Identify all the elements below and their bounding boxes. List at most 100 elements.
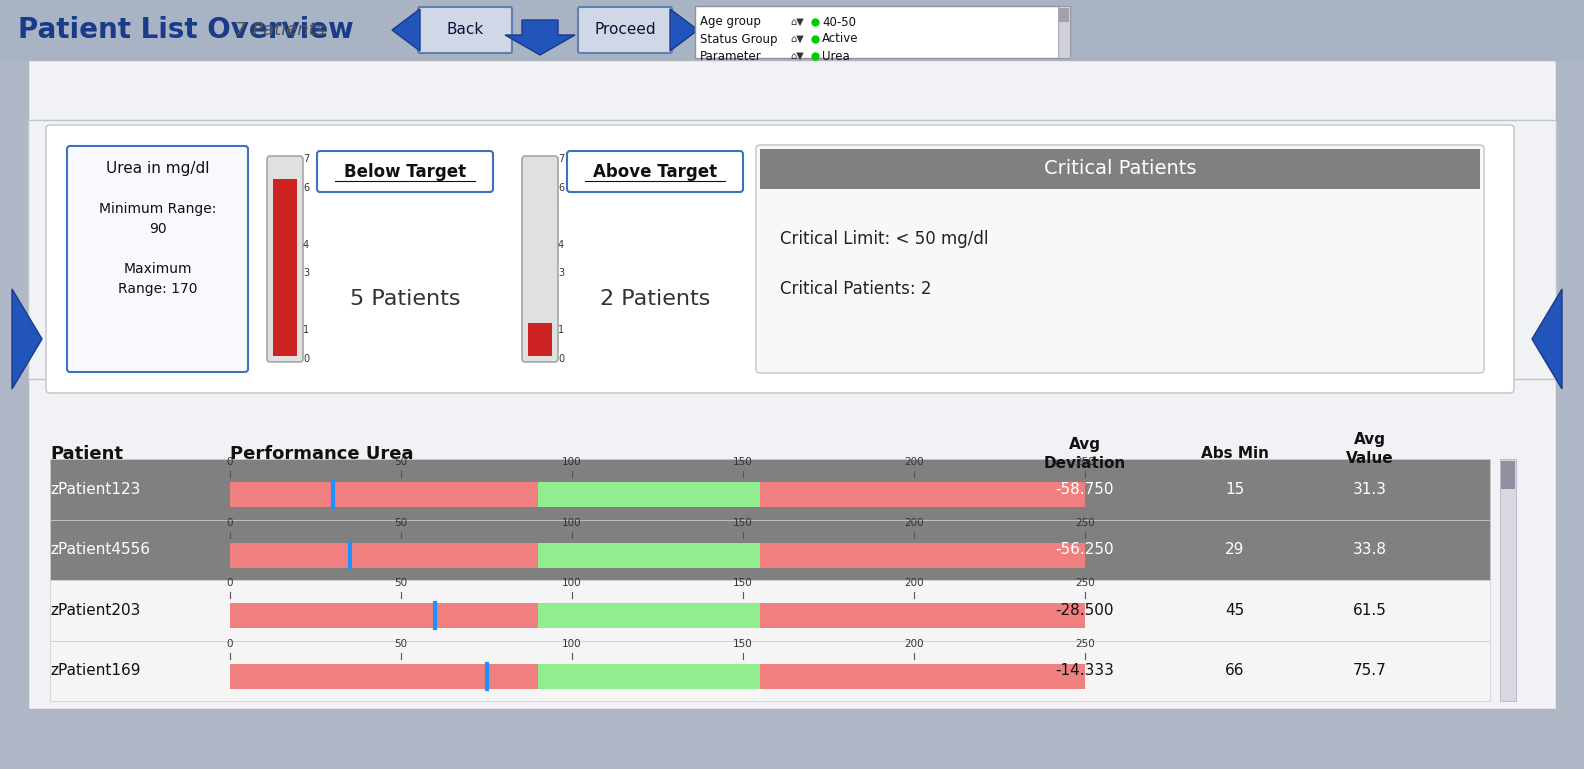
- Text: 50: 50: [394, 518, 407, 528]
- Text: 4: 4: [303, 240, 309, 250]
- Text: -56.250: -56.250: [1055, 542, 1114, 558]
- Bar: [1058, 6, 1071, 58]
- Text: Above Target: Above Target: [592, 163, 718, 181]
- Text: 7: 7: [303, 154, 309, 164]
- Text: 0: 0: [227, 639, 233, 649]
- Text: 0: 0: [227, 518, 233, 528]
- Bar: [1500, 459, 1516, 701]
- Polygon shape: [505, 20, 575, 55]
- Text: 250: 250: [1076, 458, 1095, 468]
- Text: 75.7: 75.7: [1353, 663, 1388, 678]
- FancyBboxPatch shape: [67, 146, 249, 372]
- Bar: [0, 0, 1584, 60]
- Text: 6: 6: [303, 182, 309, 192]
- Text: 250: 250: [1076, 639, 1095, 649]
- Bar: [51, 641, 1491, 701]
- Text: 100: 100: [562, 578, 581, 588]
- Text: 50: 50: [394, 578, 407, 588]
- Polygon shape: [13, 289, 43, 389]
- Text: 3: 3: [558, 268, 564, 278]
- FancyBboxPatch shape: [317, 151, 493, 192]
- Text: 150: 150: [733, 458, 752, 468]
- Text: 50: 50: [394, 639, 407, 649]
- Bar: [760, 149, 1479, 189]
- Text: 0: 0: [558, 354, 564, 364]
- Text: Below Target: Below Target: [344, 163, 466, 181]
- Bar: [539, 482, 760, 508]
- Text: 7 Patients: 7 Patients: [234, 21, 325, 39]
- Text: Abs Min: Abs Min: [1201, 447, 1269, 461]
- Text: -28.500: -28.500: [1057, 603, 1114, 618]
- Bar: [539, 603, 760, 628]
- Text: 50: 50: [394, 458, 407, 468]
- FancyBboxPatch shape: [756, 145, 1484, 373]
- Text: Maximum
Range: 170: Maximum Range: 170: [117, 262, 198, 296]
- Text: 250: 250: [1076, 518, 1095, 528]
- Text: Performance Urea: Performance Urea: [230, 445, 413, 463]
- Bar: [29, 60, 1555, 709]
- Text: 31.3: 31.3: [1353, 481, 1388, 497]
- Text: 100: 100: [562, 639, 581, 649]
- Text: 4: 4: [558, 240, 564, 250]
- FancyBboxPatch shape: [268, 156, 303, 362]
- Text: 1: 1: [558, 325, 564, 335]
- Text: 250: 250: [1076, 578, 1095, 588]
- Text: 100: 100: [562, 458, 581, 468]
- Text: Avg
Deviation: Avg Deviation: [1044, 438, 1126, 471]
- Bar: [51, 459, 1491, 520]
- Bar: [29, 120, 1555, 379]
- Bar: [230, 482, 1085, 508]
- Polygon shape: [670, 9, 699, 51]
- FancyBboxPatch shape: [578, 7, 672, 53]
- Text: Minimum Range:
90: Minimum Range: 90: [98, 202, 215, 236]
- Text: Age group: Age group: [700, 15, 760, 28]
- Text: Critical Patients: 2: Critical Patients: 2: [779, 280, 931, 298]
- Text: 200: 200: [904, 518, 923, 528]
- Text: Urea: Urea: [822, 49, 849, 62]
- Text: 100: 100: [562, 518, 581, 528]
- FancyBboxPatch shape: [695, 6, 1071, 58]
- Text: Patient: Patient: [51, 445, 124, 463]
- Bar: [230, 603, 1085, 628]
- Text: 61.5: 61.5: [1353, 603, 1388, 618]
- Text: Avg
Value: Avg Value: [1346, 432, 1394, 466]
- Bar: [51, 520, 1491, 580]
- Text: ⌂▼: ⌂▼: [790, 51, 803, 61]
- Text: Patient List Overview: Patient List Overview: [17, 16, 353, 44]
- Text: 150: 150: [733, 518, 752, 528]
- Text: 200: 200: [904, 578, 923, 588]
- Text: 200: 200: [904, 639, 923, 649]
- Text: 0: 0: [227, 578, 233, 588]
- Text: ⌂▼: ⌂▼: [790, 17, 803, 27]
- Text: -58.750: -58.750: [1057, 481, 1114, 497]
- Text: 150: 150: [733, 578, 752, 588]
- Polygon shape: [1532, 289, 1562, 389]
- Text: 0: 0: [303, 354, 309, 364]
- Text: zPatient123: zPatient123: [51, 481, 141, 497]
- Text: Active: Active: [822, 32, 859, 45]
- Text: 33.8: 33.8: [1353, 542, 1388, 558]
- Text: 150: 150: [733, 639, 752, 649]
- Text: 45: 45: [1226, 603, 1245, 618]
- Text: Urea in mg/dl: Urea in mg/dl: [106, 161, 209, 177]
- Text: 40-50: 40-50: [822, 15, 855, 28]
- FancyBboxPatch shape: [46, 125, 1514, 393]
- Text: 15: 15: [1226, 481, 1245, 497]
- Text: Back: Back: [447, 22, 483, 38]
- Bar: [1502, 461, 1514, 489]
- Bar: [539, 543, 760, 568]
- Text: 200: 200: [904, 458, 923, 468]
- Text: 5 Patients: 5 Patients: [350, 289, 461, 309]
- Bar: [230, 664, 1085, 689]
- Text: 3: 3: [303, 268, 309, 278]
- Text: 7: 7: [558, 154, 564, 164]
- Bar: [527, 323, 551, 356]
- Text: Parameter: Parameter: [700, 49, 762, 62]
- Bar: [272, 179, 298, 356]
- Text: -14.333: -14.333: [1055, 663, 1115, 678]
- Text: Critical Patients: Critical Patients: [1044, 159, 1196, 178]
- Bar: [539, 664, 760, 689]
- Text: Proceed: Proceed: [594, 22, 656, 38]
- FancyBboxPatch shape: [523, 156, 558, 362]
- Text: 29: 29: [1226, 542, 1245, 558]
